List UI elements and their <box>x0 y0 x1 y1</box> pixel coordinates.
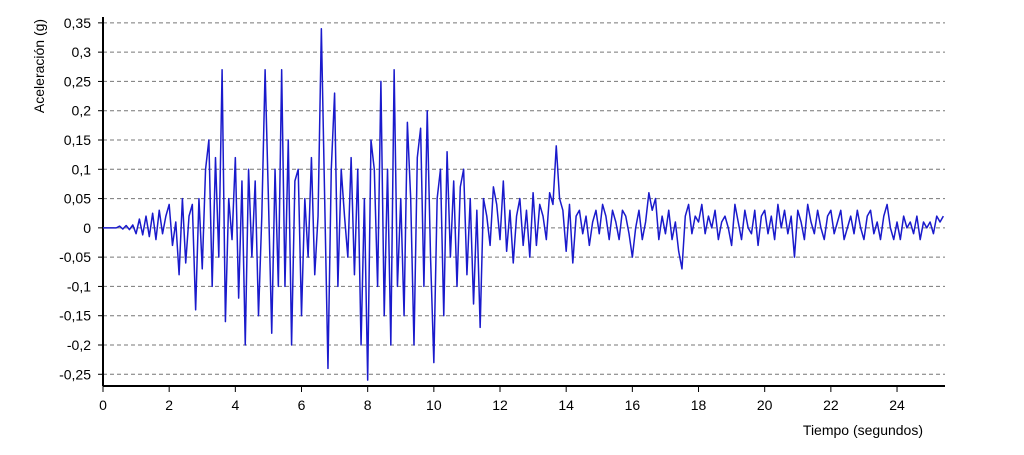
y-tick-label: 0,35 <box>64 15 91 31</box>
x-tick-label: 12 <box>492 397 508 413</box>
x-tick-label: 10 <box>426 397 442 413</box>
y-tick-label: 0,25 <box>64 73 91 89</box>
x-tick-label: 6 <box>298 397 306 413</box>
y-tick-label: -0,1 <box>67 278 91 294</box>
y-tick-label: -0,05 <box>59 249 91 265</box>
y-tick-label: 0,05 <box>64 191 91 207</box>
data-line <box>103 27 945 381</box>
y-tick-label: 0 <box>83 220 91 236</box>
x-axis-label: Tiempo (segundos) <box>803 422 923 438</box>
y-tick-label: -0,2 <box>67 337 91 353</box>
y-tick-label: -0,15 <box>59 308 91 324</box>
y-tick-label: 0,2 <box>72 103 92 119</box>
y-axis-label: Aceleración (g) <box>31 19 47 113</box>
y-tick-label: 0,3 <box>72 44 92 60</box>
x-tick-label: 18 <box>691 397 707 413</box>
x-tick-label: 14 <box>558 397 574 413</box>
x-tick-label: 8 <box>364 397 372 413</box>
x-tick-label: 22 <box>823 397 839 413</box>
x-tick-label: 20 <box>757 397 773 413</box>
x-tick-label: 16 <box>625 397 641 413</box>
y-tick-label: 0,15 <box>64 132 91 148</box>
x-tick-label: 24 <box>889 397 905 413</box>
x-tick-label: 2 <box>165 397 173 413</box>
y-tick-label: 0,1 <box>72 161 92 177</box>
x-tick-label: 0 <box>99 397 107 413</box>
x-tick-label: 4 <box>231 397 239 413</box>
y-tick-label: -0,25 <box>59 366 91 382</box>
